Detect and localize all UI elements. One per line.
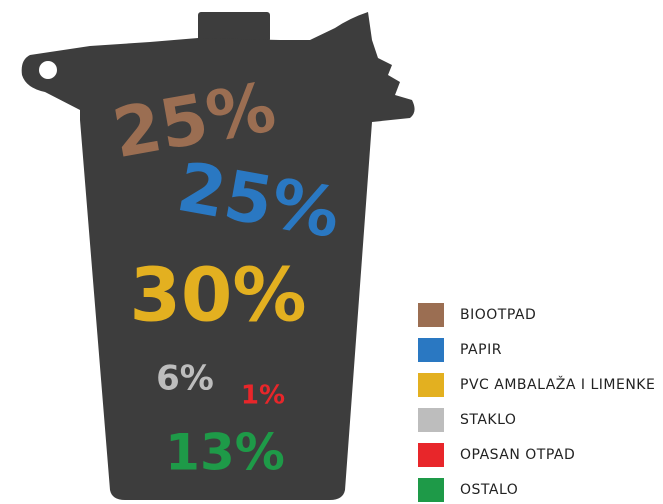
legend-label: BIOOTPAD bbox=[460, 307, 536, 323]
percent-label: 30% bbox=[129, 253, 306, 339]
legend-swatch bbox=[418, 338, 444, 362]
legend-swatch bbox=[418, 443, 444, 467]
percent-label: 1% bbox=[241, 381, 285, 411]
legend-swatch bbox=[418, 408, 444, 432]
legend-label: PAPIR bbox=[460, 342, 502, 358]
percent-label: 6% bbox=[156, 359, 214, 399]
legend-label: PVC AMBALAŽA I LIMENKE bbox=[460, 375, 655, 393]
legend-label: STAKLO bbox=[460, 412, 516, 428]
bin-body bbox=[21, 12, 415, 500]
bin-hole bbox=[39, 61, 57, 79]
legend-label: OPASAN OTPAD bbox=[460, 447, 575, 463]
legend-swatch bbox=[418, 478, 444, 502]
trash-bin bbox=[21, 12, 415, 500]
legend-swatch bbox=[418, 303, 444, 327]
legend-label: OSTALO bbox=[460, 482, 518, 498]
legend-swatch bbox=[418, 373, 444, 397]
bin-handle bbox=[198, 12, 270, 42]
percent-label: 13% bbox=[165, 424, 285, 482]
